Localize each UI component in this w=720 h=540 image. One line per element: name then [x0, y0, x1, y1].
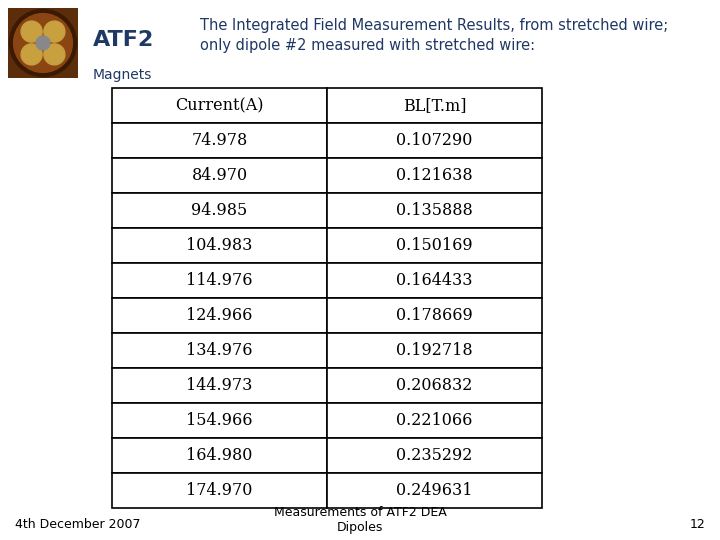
Text: 0.206832: 0.206832 [396, 377, 473, 394]
Text: 114.976: 114.976 [186, 272, 253, 289]
Text: 0.249631: 0.249631 [396, 482, 473, 499]
Text: 0.150169: 0.150169 [396, 237, 473, 254]
Text: only dipole #2 measured with stretched wire:: only dipole #2 measured with stretched w… [200, 38, 535, 53]
Circle shape [44, 21, 65, 42]
Bar [327, 88, 542, 123]
Text: 4th December 2007: 4th December 2007 [15, 518, 140, 531]
Bar [327, 193, 542, 228]
Bar [327, 298, 542, 333]
Bar [327, 403, 542, 438]
Bar [112, 88, 327, 123]
Bar [327, 473, 542, 508]
Text: 84.970: 84.970 [192, 167, 248, 184]
Text: The Integrated Field Measurement Results, from stretched wire;: The Integrated Field Measurement Results… [200, 18, 668, 33]
Bar [327, 228, 542, 263]
Bar [112, 193, 327, 228]
Text: 174.970: 174.970 [186, 482, 253, 499]
Bar [112, 333, 327, 368]
Bar [112, 438, 327, 473]
Bar [327, 158, 542, 193]
Bar [112, 263, 327, 298]
Circle shape [21, 44, 42, 65]
Text: 74.978: 74.978 [192, 132, 248, 149]
Text: Measurements of ATF2 DEA
Dipoles: Measurements of ATF2 DEA Dipoles [274, 506, 446, 534]
Text: 0.135888: 0.135888 [396, 202, 473, 219]
Bar [112, 473, 327, 508]
Text: 0.192718: 0.192718 [396, 342, 473, 359]
Circle shape [44, 44, 65, 65]
Text: 134.976: 134.976 [186, 342, 253, 359]
Circle shape [14, 14, 73, 72]
Text: 0.164433: 0.164433 [396, 272, 473, 289]
Bar [327, 368, 542, 403]
Bar [327, 263, 542, 298]
Text: ATF2: ATF2 [93, 30, 154, 50]
Text: 0.235292: 0.235292 [396, 447, 473, 464]
Bar [327, 333, 542, 368]
Text: 144.973: 144.973 [186, 377, 253, 394]
Bar [112, 403, 327, 438]
Bar [112, 158, 327, 193]
Text: BL[T.m]: BL[T.m] [402, 97, 467, 114]
Text: Current(A): Current(A) [175, 97, 264, 114]
Bar [112, 298, 327, 333]
Bar [327, 123, 542, 158]
Bar [112, 368, 327, 403]
Text: Magnets: Magnets [93, 68, 153, 82]
Bar [327, 438, 542, 473]
Text: 124.966: 124.966 [186, 307, 253, 324]
Bar [112, 228, 327, 263]
Text: 104.983: 104.983 [186, 237, 253, 254]
Text: 154.966: 154.966 [186, 412, 253, 429]
Circle shape [9, 9, 76, 77]
Text: 0.221066: 0.221066 [396, 412, 473, 429]
Bar [112, 123, 327, 158]
Text: 164.980: 164.980 [186, 447, 253, 464]
Text: 0.178669: 0.178669 [396, 307, 473, 324]
Text: 94.985: 94.985 [192, 202, 248, 219]
Circle shape [36, 36, 50, 50]
Text: 12: 12 [689, 518, 705, 531]
Text: 0.107290: 0.107290 [396, 132, 473, 149]
Circle shape [21, 21, 42, 42]
Text: 0.121638: 0.121638 [396, 167, 473, 184]
